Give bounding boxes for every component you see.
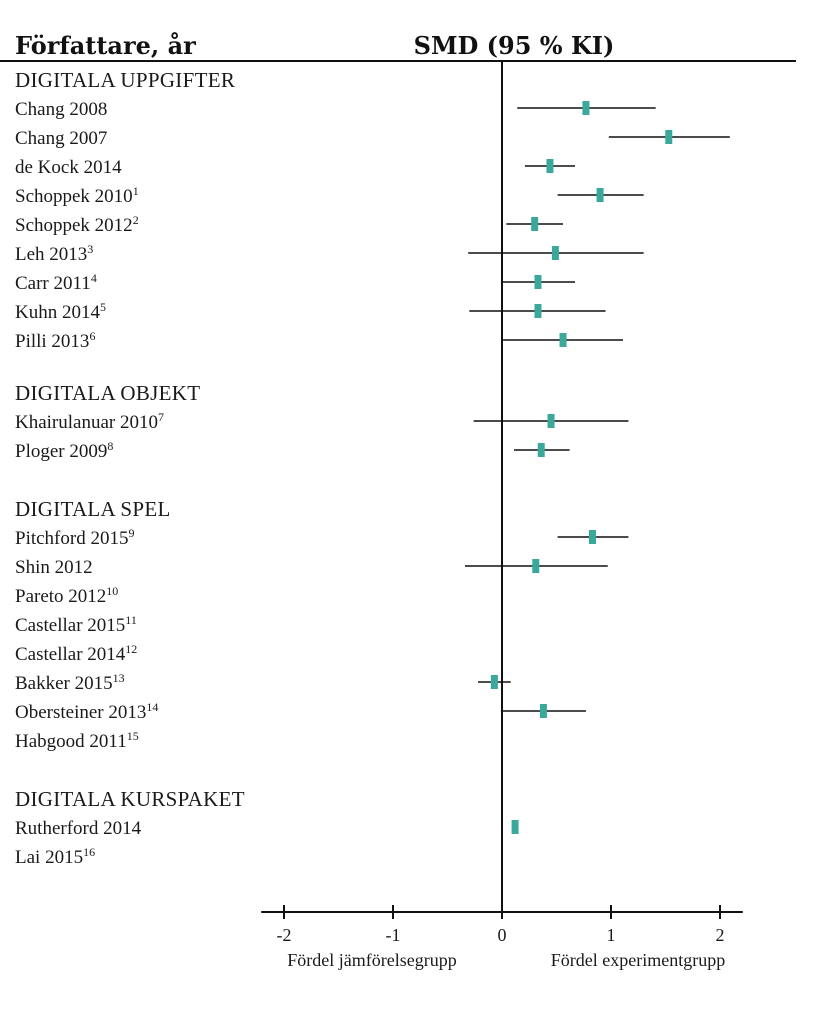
study-label: Lai 201516 — [15, 845, 95, 868]
footnote-ref: 6 — [89, 329, 95, 343]
study-label: Bakker 201513 — [15, 671, 125, 694]
footnote-ref: 2 — [133, 213, 139, 227]
study-rows: DIGITALA UPPGIFTER Chang 2008 Chang 2007 de… — [15, 68, 730, 868]
study-label: Khairulanuar 20107 — [15, 410, 164, 433]
x-tick-label: -2 — [277, 925, 292, 945]
footnote-ref: 1 — [133, 184, 139, 198]
author-column-header: Författare, år — [15, 31, 196, 60]
footnote-ref: 7 — [158, 410, 164, 424]
footnote-ref: 11 — [125, 613, 137, 627]
smd-marker — [551, 246, 559, 260]
footnote-ref: 3 — [87, 242, 93, 256]
footnote-ref: 4 — [91, 271, 97, 285]
group-heading: DIGITALA UPPGIFTER — [15, 68, 235, 92]
favours-comparison-label: Fördel jämförelsegrupp — [287, 950, 456, 970]
study-label: Rutherford 2014 — [15, 818, 142, 839]
smd-marker — [547, 414, 555, 428]
study-label: Obersteiner 201314 — [15, 700, 158, 723]
study-label: Castellar 201511 — [15, 613, 137, 636]
study-label: Schoppek 20101 — [15, 184, 139, 207]
smd-marker — [539, 704, 547, 718]
x-tick-label: -1 — [386, 925, 401, 945]
footnote-ref: 14 — [146, 700, 158, 714]
footnote-ref: 8 — [107, 439, 113, 453]
study-label: Leh 20133 — [15, 242, 93, 265]
smd-marker — [490, 675, 498, 689]
smd-marker — [546, 159, 554, 173]
study-label: Pareto 201210 — [15, 584, 118, 607]
study-label: Kuhn 20145 — [15, 300, 106, 323]
x-tick-label: 2 — [716, 925, 725, 945]
smd-marker — [534, 304, 542, 318]
smd-marker — [588, 530, 596, 544]
smd-marker — [511, 820, 519, 834]
group-heading: DIGITALA SPEL — [15, 497, 171, 521]
footnote-ref: 16 — [83, 845, 95, 859]
group-heading: DIGITALA OBJEKT — [15, 381, 200, 405]
smd-marker — [531, 217, 539, 231]
favours-experiment-label: Fördel experimentgrupp — [551, 950, 725, 970]
footnote-ref: 9 — [128, 526, 134, 540]
study-label: Habgood 201115 — [15, 729, 139, 752]
study-label: Chang 2008 — [15, 99, 107, 120]
footnote-ref: 10 — [106, 584, 118, 598]
footnote-ref: 15 — [127, 729, 139, 743]
smd-marker — [534, 275, 542, 289]
study-label: de Kock 2014 — [15, 157, 122, 178]
smd-marker — [532, 559, 540, 573]
smd-marker — [582, 101, 590, 115]
group-heading: DIGITALA KURSPAKET — [15, 787, 245, 811]
study-label: Ploger 20098 — [15, 439, 113, 462]
study-label: Shin 2012 — [15, 557, 93, 578]
study-label: Pitchford 20159 — [15, 526, 134, 549]
footnote-ref: 5 — [100, 300, 106, 314]
x-axis: -2 -1 0 1 2 Fördel jämförelsegrupp Fördel expe… — [261, 905, 743, 970]
smd-marker — [665, 130, 673, 144]
study-label: Schoppek 20122 — [15, 213, 139, 236]
x-tick-label: 1 — [607, 925, 616, 945]
footnote-ref: 13 — [113, 671, 125, 685]
study-label: Pilli 20136 — [15, 329, 95, 352]
study-label: Castellar 201412 — [15, 642, 137, 665]
effect-column-header: SMD (95 % KI) — [414, 31, 615, 60]
study-label: Carr 20114 — [15, 271, 97, 294]
smd-marker — [537, 443, 545, 457]
smd-marker — [596, 188, 604, 202]
footnote-ref: 12 — [125, 642, 137, 656]
smd-marker — [559, 333, 567, 347]
x-tick-label: 0 — [498, 925, 507, 945]
study-label: Chang 2007 — [15, 128, 107, 149]
